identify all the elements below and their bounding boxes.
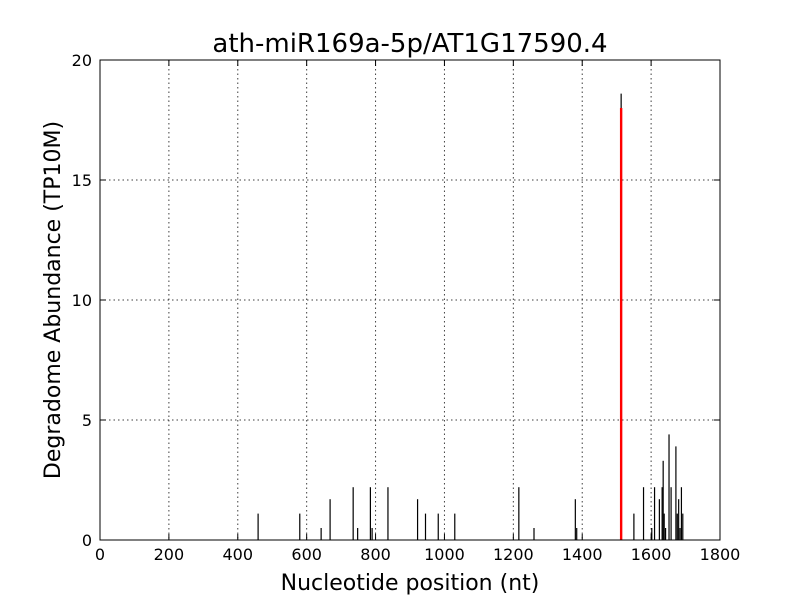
y-tick-label: 0 (82, 531, 92, 550)
axis-ticks: 0 200 400 600 800 1000 1200 1400 1600 1800 0 5 10 15 2… (72, 51, 741, 564)
y-tick-label: 5 (82, 411, 92, 430)
x-tick-label: 200 (154, 545, 185, 564)
data-bars (257, 93, 684, 540)
y-tick-label: 20 (72, 51, 92, 70)
x-tick-label: 600 (291, 545, 322, 564)
x-tick-label: 800 (360, 545, 391, 564)
x-tick-label: 1600 (631, 545, 672, 564)
y-axis-label: Degradome Abundance (TP10M) (41, 121, 66, 479)
x-tick-label: 1400 (562, 545, 603, 564)
chart-title: ath-miR169a-5p/AT1G17590.4 (212, 29, 607, 59)
x-tick-label: 1800 (700, 545, 741, 564)
y-tick-label: 15 (72, 171, 92, 190)
x-axis-label: Nucleotide position (nt) (281, 571, 540, 596)
grid-lines (100, 60, 720, 540)
x-tick-label: 1200 (493, 545, 534, 564)
x-tick-label: 400 (223, 545, 254, 564)
x-tick-label: 0 (95, 545, 105, 564)
y-tick-label: 10 (72, 291, 92, 310)
x-tick-label: 1000 (424, 545, 465, 564)
